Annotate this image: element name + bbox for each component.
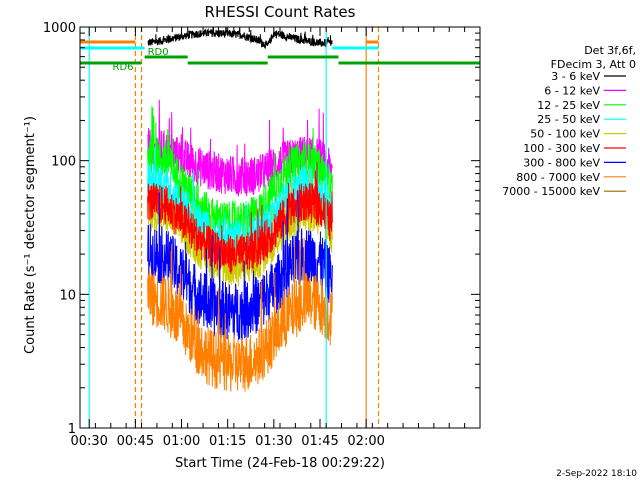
legend-entry-label-2: 12 - 25 keV (537, 99, 600, 112)
y-tick-label-0: 1 (68, 422, 76, 437)
chart-title: RHESSI Count Rates (205, 3, 356, 21)
x-tick-label-2: 01:00 (163, 434, 200, 449)
attenuator-label-rd6: RD6 (113, 62, 134, 73)
x-tick-label-0: 00:30 (70, 434, 107, 449)
footer-timestamp: 2-Sep-2022 18:10 (556, 469, 637, 479)
legend-entry-label-6: 300 - 800 keV (523, 156, 600, 169)
legend-entry-label-5: 100 - 300 keV (523, 142, 600, 155)
legend-header-1: FDecim 3, Att 0 (551, 58, 636, 71)
series-line-7 (147, 237, 333, 392)
legend-entry-label-4: 50 - 100 keV (530, 128, 600, 141)
series-line-6 (147, 190, 333, 341)
y-tick-label-3: 1000 (43, 21, 76, 36)
legend-entry-label-0: 3 - 6 keV (551, 70, 600, 83)
y-axis-label: Count Rate (s⁻¹ detector segment⁻¹) (23, 116, 38, 354)
legend-entry-label-8: 7000 - 15000 keV (502, 185, 600, 198)
legend-entry-label-3: 25 - 50 keV (537, 113, 600, 126)
y-tick-label-2: 100 (51, 155, 76, 170)
x-tick-label-6: 02:00 (347, 434, 384, 449)
x-axis-label: Start Time (24-Feb-18 00:29:22) (175, 456, 385, 471)
legend-entry-label-1: 6 - 12 keV (544, 84, 600, 97)
series-line-5 (147, 162, 333, 275)
attenuator-label-rd0: RD0 (148, 47, 169, 58)
x-tick-label-4: 01:30 (255, 434, 292, 449)
series-line-0 (147, 27, 333, 49)
x-tick-label-1: 00:45 (117, 434, 154, 449)
legend-entry-label-7: 800 - 7000 keV (516, 171, 600, 184)
x-tick-label-3: 01:15 (209, 434, 246, 449)
legend-header-0: Det 3f,6f, (584, 44, 636, 57)
y-tick-label-1: 10 (59, 288, 76, 303)
x-tick-label-5: 01:45 (301, 434, 338, 449)
